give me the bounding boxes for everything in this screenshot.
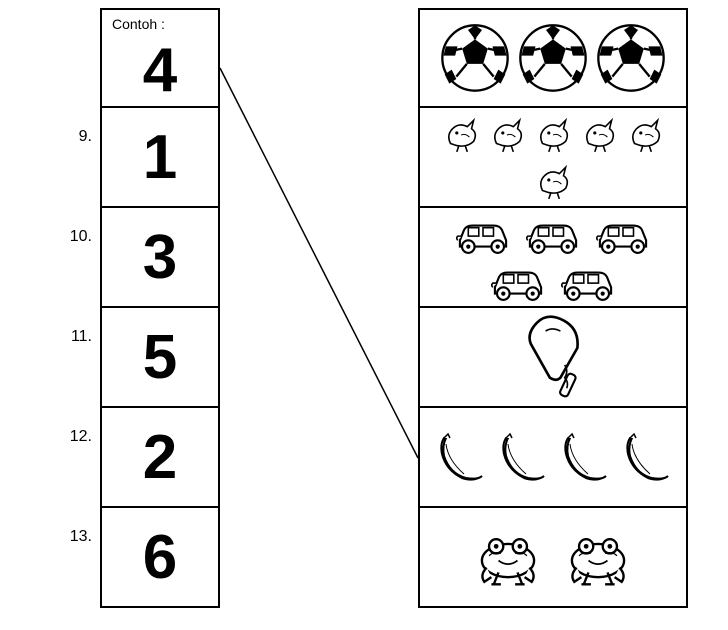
bird-icon — [534, 161, 572, 201]
soccer-icon — [596, 23, 666, 93]
frog-icon — [467, 525, 549, 589]
bird-icon — [442, 114, 480, 154]
question-label: 12. — [62, 428, 92, 446]
picture-cell-popsicle — [418, 308, 688, 408]
car-icon — [557, 260, 619, 302]
question-label: 9. — [62, 128, 92, 146]
banana-icon — [433, 430, 487, 484]
picture-cell-soccer — [418, 8, 688, 108]
question-label: 11. — [62, 328, 92, 346]
soccer-icon — [518, 23, 588, 93]
example-label: Contoh : — [112, 16, 165, 32]
banana-icon — [619, 430, 673, 484]
number-cell: 1 — [100, 108, 220, 208]
bird-icon — [488, 114, 526, 154]
question-label: 13. — [62, 528, 92, 546]
picture-cell-bird — [418, 108, 688, 208]
car-icon — [487, 260, 549, 302]
car-icon — [592, 213, 654, 255]
soccer-icon — [440, 23, 510, 93]
picture-cell-banana — [418, 408, 688, 508]
number-cell: 6 — [100, 508, 220, 608]
popsicle-icon — [508, 312, 598, 402]
number-value: 1 — [102, 108, 218, 208]
pictures-column — [418, 8, 688, 608]
number-value: 2 — [102, 408, 218, 508]
bird-icon — [580, 114, 618, 154]
number-value: 4 — [102, 40, 218, 102]
number-cell: 5 — [100, 308, 220, 408]
number-value: 3 — [102, 208, 218, 308]
picture-cell-frog — [418, 508, 688, 608]
question-label: 10. — [62, 228, 92, 246]
number-value: 6 — [102, 508, 218, 608]
car-icon — [452, 213, 514, 255]
car-icon — [522, 213, 584, 255]
bird-icon — [534, 114, 572, 154]
number-cell: 3 — [100, 208, 220, 308]
worksheet-container: 9. 10. 11. 12. 13. Contoh : 4 1 3 5 2 6 — [0, 0, 728, 630]
numbers-column: Contoh : 4 1 3 5 2 6 — [100, 8, 220, 608]
banana-icon — [495, 430, 549, 484]
banana-icon — [557, 430, 611, 484]
bird-icon — [626, 114, 664, 154]
number-cell: 2 — [100, 408, 220, 508]
number-cell-example: Contoh : 4 — [100, 8, 220, 108]
example-match-line — [220, 68, 418, 458]
number-value: 5 — [102, 308, 218, 408]
picture-cell-car — [418, 208, 688, 308]
frog-icon — [557, 525, 639, 589]
